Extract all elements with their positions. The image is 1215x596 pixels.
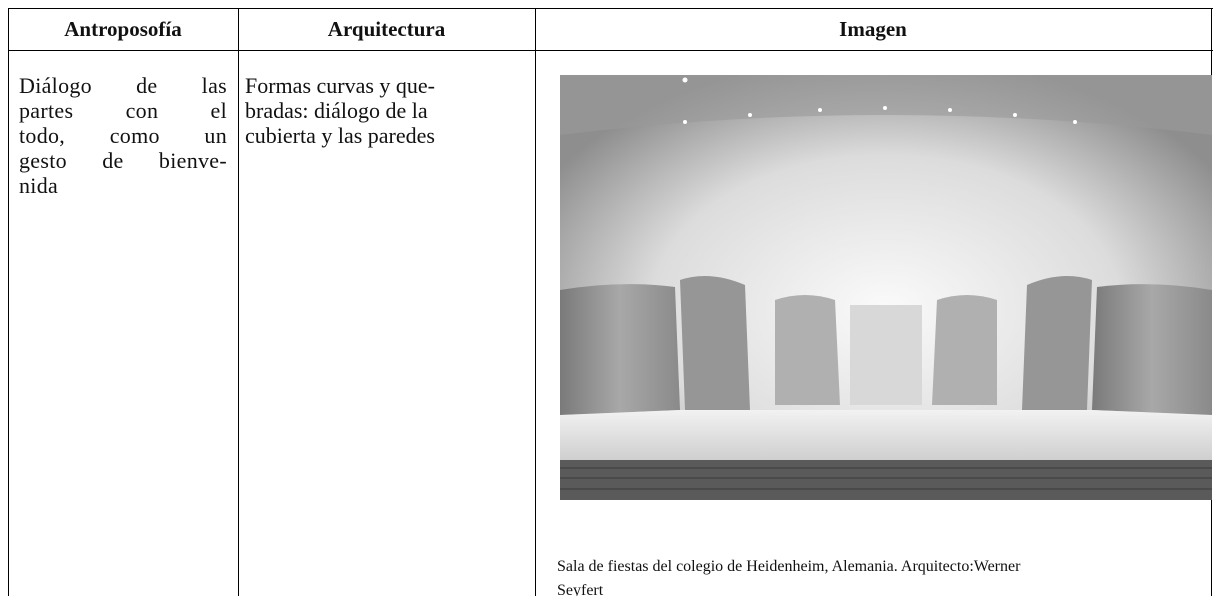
text-line: Formas curvas y que- bbox=[245, 73, 436, 98]
caption-line: Sala de fiestas del colegio de Heidenhei… bbox=[557, 558, 1021, 575]
text-line: Diálogo de las bbox=[19, 73, 227, 98]
table-border bbox=[8, 8, 1213, 9]
text-line: cubierta y las paredes bbox=[245, 123, 435, 148]
caption-line: Seyfert bbox=[557, 582, 604, 596]
table-border bbox=[238, 8, 239, 596]
image-caption: Sala de fiestas del colegio de Heidenhei… bbox=[557, 555, 1215, 596]
text-line: todo, como un bbox=[19, 123, 227, 148]
table-border bbox=[8, 8, 9, 596]
text-line: nida bbox=[19, 173, 59, 198]
text-line: gesto de bienve- bbox=[19, 148, 227, 173]
text-line: partes con el bbox=[19, 98, 227, 123]
column-header: Antroposofía bbox=[64, 17, 182, 41]
cell-text: Diálogo de las partes con el todo, como un… bbox=[19, 73, 227, 198]
text-line: bradas: diálogo de la bbox=[245, 98, 428, 123]
table-border bbox=[8, 50, 1213, 51]
column-header: Arquitectura bbox=[327, 17, 446, 41]
column-header: Imagen bbox=[839, 17, 907, 41]
photo bbox=[560, 75, 1212, 500]
table-border bbox=[535, 8, 536, 596]
cell-text: Formas curvas y que-bradas: diálogo de l… bbox=[245, 73, 530, 148]
